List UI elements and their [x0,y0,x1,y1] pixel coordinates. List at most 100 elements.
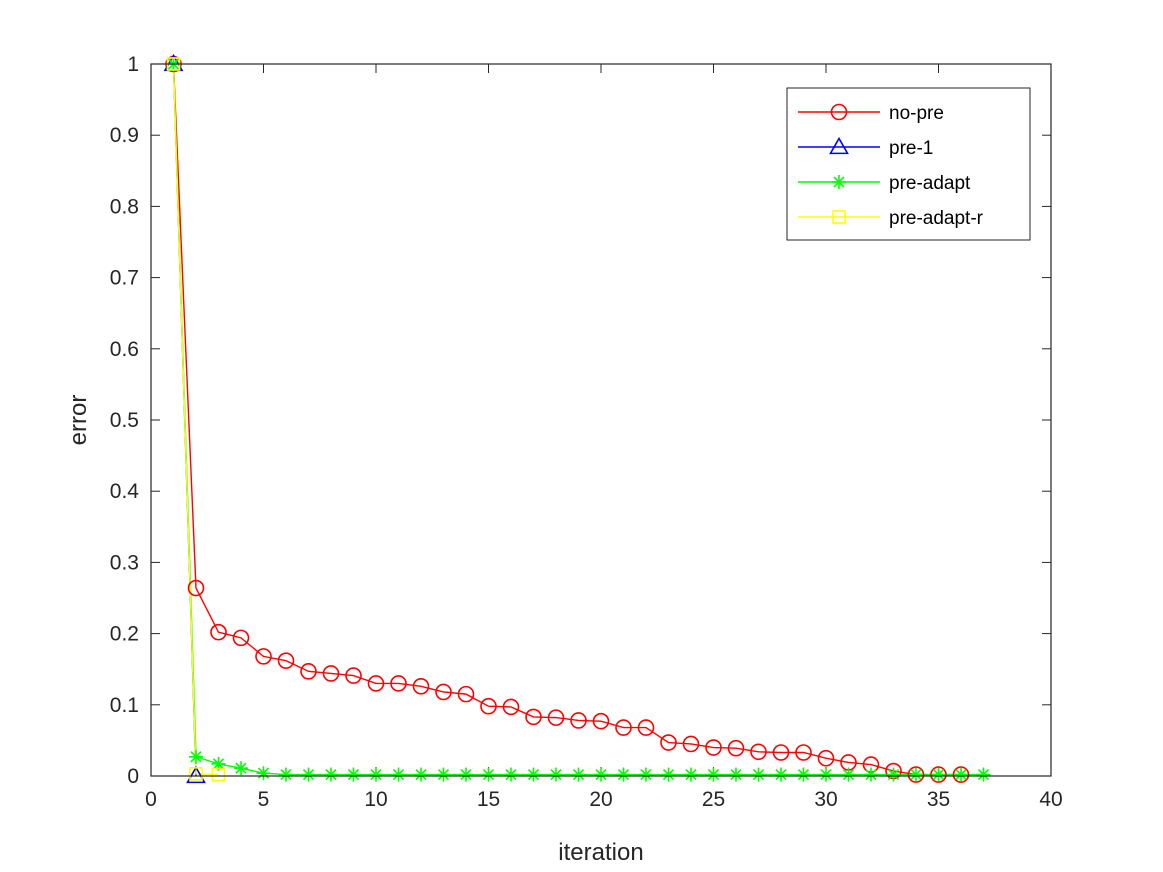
data-point-pre-adapt [976,767,991,782]
data-point-no-pre [615,719,632,736]
legend-box [786,87,1031,241]
data-point-no-pre [817,749,835,767]
y-tick-label: 0.5 [110,409,139,432]
data-point-no-pre [412,677,430,695]
data-point-no-pre [435,683,452,701]
data-point-pre-adapt [594,767,608,782]
data-point-pre-adapt [549,767,563,782]
data-point-pre-adapt-r [189,767,203,781]
legend-item-pre-adapt-r: pre-adapt-r [798,208,984,229]
y-tick-label: 0.1 [110,694,139,717]
data-point-pre-adapt [459,767,473,782]
data-point-pre-adapt [796,767,811,782]
data-point-pre-adapt [954,767,968,782]
data-point-no-pre [480,697,497,715]
x-tick-label: 30 [814,788,837,811]
data-point-no-pre [502,698,520,716]
x-tick-label: 0 [145,788,157,811]
data-point-pre-adapt [346,767,361,782]
x-tick-label: 35 [927,788,950,811]
data-point-no-pre [907,766,925,783]
data-point-no-pre [547,709,565,726]
x-tick-label: 10 [364,788,387,811]
data-point-no-pre [255,648,272,665]
y-axis-title: error [65,395,92,446]
data-point-pre-adapt [729,767,743,782]
data-point-pre-adapt [301,767,316,782]
data-point-no-pre [795,744,812,761]
data-point-no-pre [187,579,205,597]
data-point-no-pre [210,623,227,641]
data-point-pre-adapt [909,767,923,782]
data-point-pre-adapt [819,767,833,782]
data-point-pre-adapt [706,767,721,782]
x-tick-label: 20 [589,788,612,811]
data-point-pre-adapt [571,767,586,782]
data-point-no-pre [322,665,340,682]
legend-marker [830,103,848,121]
data-point-pre-adapt [324,767,338,782]
data-point-no-pre [930,766,947,783]
y-tick-label: 0.3 [110,551,139,574]
x-tick-label: 15 [477,788,500,811]
series-line-pre-adapt-r [172,63,219,776]
data-point-no-pre [367,675,385,692]
data-point-no-pre [345,667,362,684]
x-axis-title: iteration [558,839,643,866]
legend-item-pre-adapt: pre-adapt [798,173,971,194]
y-tick-label: 1 [127,53,139,76]
data-point-no-pre [952,766,970,783]
data-point-pre-adapt [616,767,631,782]
data-point-pre-adapt [639,767,653,782]
legend-marker [832,175,846,189]
legend-label: pre-adapt-r [889,208,984,229]
data-point-no-pre [570,712,587,729]
y-tick-label: 0.6 [110,338,139,361]
data-point-no-pre [592,712,610,730]
x-tick-label: 5 [258,788,270,811]
data-point-pre-adapt [526,767,541,782]
y-tick-label: 0.2 [110,623,139,646]
data-point-pre-adapt [234,761,248,776]
data-point-pre-adapt [751,767,766,782]
data-point-pre-adapt [864,767,878,782]
data-point-pre-adapt [684,767,698,782]
data-point-pre-adapt-r [211,767,226,782]
legend-label: pre-1 [889,138,933,159]
data-point-pre-adapt [661,767,676,782]
legend-item-pre-1: pre-1 [798,136,933,159]
y-tick-label: 0.8 [110,195,139,218]
x-tick-label: 25 [702,788,725,811]
data-point-no-pre [637,719,655,736]
data-point-pre-adapt [774,767,788,782]
y-tick-label: 0.4 [110,480,140,503]
data-point-pre-1 [186,765,206,784]
y-tick-label: 0.9 [110,124,139,147]
data-point-no-pre [682,735,700,753]
data-point-no-pre [390,675,407,692]
data-point-no-pre [300,663,317,680]
legend-label: pre-adapt [889,173,971,194]
data-point-pre-adapt [481,767,496,782]
data-point-no-pre [750,743,767,761]
legend: no-pre pre-1 pre-adapt pre-adapt-r [786,87,1031,241]
data-point-no-pre [525,708,542,726]
data-point-no-pre [277,652,295,669]
data-point-pre-adapt [886,767,901,782]
legend-label: no-pre [889,103,944,124]
data-point-pre-adapt [841,767,856,782]
data-point-pre-adapt [391,767,406,782]
legend-item-no-pre: no-pre [798,103,944,124]
data-point-no-pre [727,739,745,757]
data-point-pre-adapt [369,767,383,782]
data-point-pre-adapt [414,767,428,782]
data-point-no-pre [705,739,722,756]
plot-frame [150,63,1052,777]
y-tick-label: 0 [127,765,139,788]
tick-labels: 0 5 10 15 20 25 30 35 40 0 0.1 0.2 0.3 0.4 0.5 0.6 0.7 0.… [110,53,1063,811]
legend-marker [829,136,849,155]
data-point-pre-adapt [279,767,293,782]
legend-marker [832,210,846,224]
y-tick-label: 0.7 [110,267,139,290]
